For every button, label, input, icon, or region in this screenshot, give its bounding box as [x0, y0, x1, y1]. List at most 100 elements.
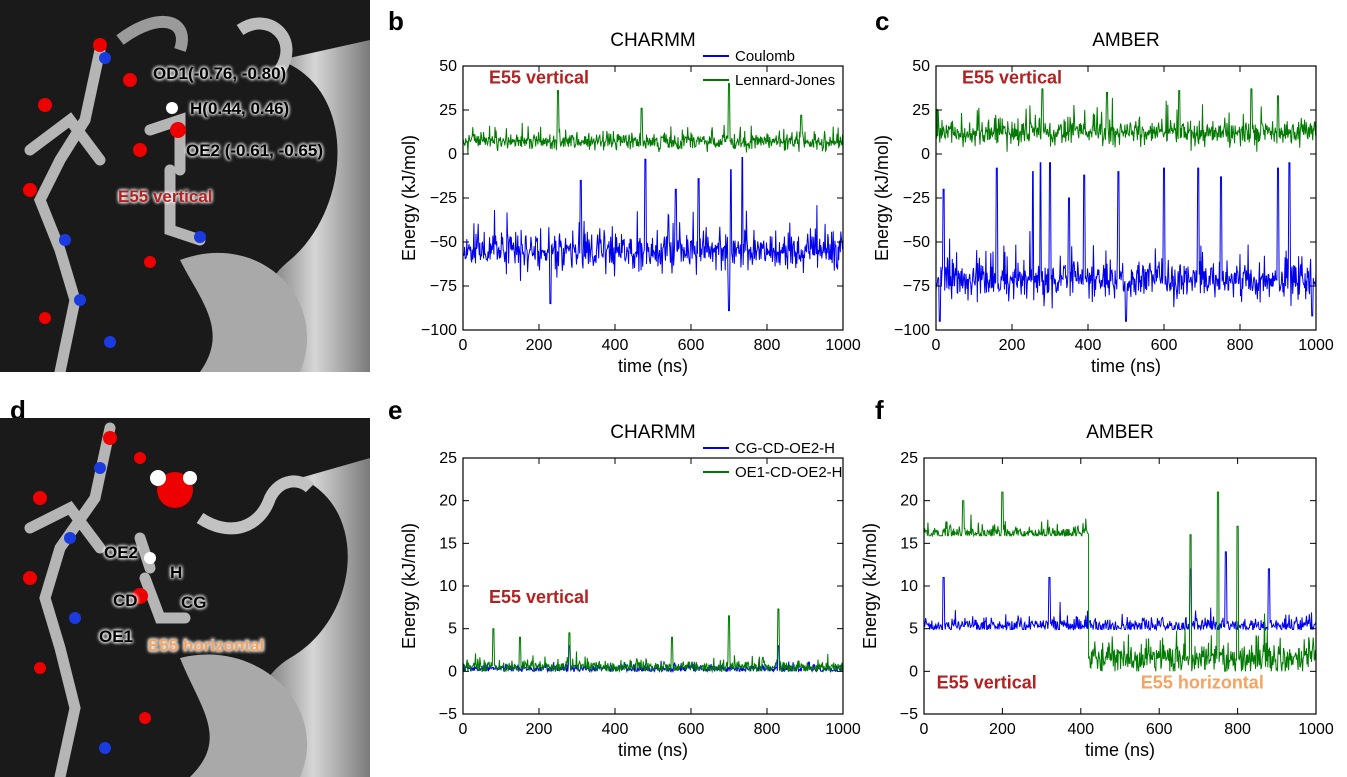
annotation-e55-vertical: E55 vertical [489, 587, 589, 607]
legend-label: CG-CD-OE2-H [735, 440, 835, 457]
x-tick-label: 400 [602, 721, 629, 738]
residue-label-e55-horizontal-d: E55 horizontal [148, 636, 265, 655]
atom-label-od1: OD1(-0.76, -0.80) [153, 64, 287, 83]
x-axis-label: time (ns) [1085, 740, 1155, 760]
series-line-green [935, 88, 1317, 152]
series-line-blue [935, 162, 1317, 322]
x-tick-label: 0 [920, 721, 929, 738]
y-tick-label: 50 [439, 58, 457, 75]
annotation-e55-horizontal: E55 horizontal [1141, 672, 1264, 692]
x-tick-label: 1000 [1298, 337, 1334, 354]
y-tick-label: 25 [900, 450, 918, 467]
y-tick-label: 20 [900, 493, 918, 510]
y-tick-label: 25 [439, 102, 457, 119]
y-tick-label: −25 [430, 190, 457, 207]
annotation-e55-vertical: E55 vertical [937, 672, 1037, 692]
atom-label-h-d: H [170, 563, 183, 582]
y-tick-label: 15 [900, 535, 918, 552]
x-tick-label: 400 [1067, 721, 1094, 738]
y-tick-label: 10 [439, 578, 457, 595]
chart-title: AMBER [1092, 30, 1160, 51]
legend-label: Lennard-Jones [735, 72, 835, 89]
panel-letter-f: f [875, 395, 884, 425]
protein-structure-a [23, 16, 370, 372]
y-tick-label: 10 [900, 578, 918, 595]
chart-title: CHARMM [610, 422, 696, 443]
y-tick-label: −75 [430, 278, 457, 295]
x-tick-label: 800 [754, 721, 781, 738]
y-tick-label: 0 [921, 146, 930, 163]
y-tick-label: 5 [448, 621, 457, 638]
annotation-e55-vertical: E55 vertical [962, 68, 1062, 88]
series-line-green [462, 83, 844, 154]
y-tick-label: 15 [439, 535, 457, 552]
x-tick-label: 800 [754, 337, 781, 354]
atom-label-h: H(0.44, 0.46) [190, 99, 290, 118]
x-tick-label: 0 [459, 721, 468, 738]
legend-label: OE1-CD-OE2-H [735, 464, 843, 481]
y-tick-label: 20 [439, 493, 457, 510]
x-tick-label: 200 [999, 337, 1026, 354]
y-axis-label: Energy (kJ/mol) [399, 135, 419, 261]
y-tick-label: 50 [912, 58, 930, 75]
y-tick-label: −5 [900, 706, 918, 723]
y-tick-label: 0 [448, 146, 457, 163]
plot-frame [462, 457, 844, 715]
x-axis-label: time (ns) [1091, 356, 1161, 376]
y-tick-label: 5 [909, 621, 918, 638]
x-tick-label: 600 [1146, 721, 1173, 738]
x-tick-label: 400 [602, 337, 629, 354]
x-tick-label: 400 [1075, 337, 1102, 354]
plot-frame [462, 65, 844, 331]
y-tick-label: −50 [903, 234, 930, 251]
x-axis-label: time (ns) [618, 740, 688, 760]
series-line-blue [923, 551, 1317, 632]
x-tick-label: 1000 [825, 337, 861, 354]
y-tick-label: −50 [430, 234, 457, 251]
residue-label-e55-vertical-a: E55 vertical [118, 187, 213, 206]
x-tick-label: 1000 [825, 721, 861, 738]
panel-letter-d: d [10, 395, 26, 425]
chart-title: AMBER [1086, 422, 1154, 443]
atom-label-oe2: OE2 (-0.61, -0.65) [186, 141, 324, 160]
series-line-blue [462, 157, 844, 312]
y-tick-label: −5 [439, 706, 457, 723]
y-tick-label: 25 [439, 450, 457, 467]
atom-label-cd-d: CD [113, 591, 138, 610]
x-tick-label: 200 [526, 721, 553, 738]
chart-title: CHARMM [610, 30, 696, 51]
y-axis-label: Energy (kJ/mol) [872, 135, 892, 261]
molecule-render-d [0, 418, 370, 777]
series-line-green [923, 491, 1317, 672]
y-tick-label: −100 [421, 322, 457, 339]
panel-letter-e: e [388, 395, 403, 425]
chart-charmm-coulomb-lj: 0 200 400 600 800 1000 −100 −75 −50 −25 0 25 50 time … [399, 30, 861, 376]
atom-label-cg-d: CG [181, 593, 207, 612]
x-axis-label: time (ns) [618, 356, 688, 376]
x-tick-label: 800 [1224, 721, 1251, 738]
chart-amber-coulomb-lj: 0 200 400 600 800 1000 −100 −75 −50 −25 0 25 50 time … [872, 30, 1334, 376]
x-tick-label: 600 [678, 337, 705, 354]
panel-letter-c: c [875, 6, 890, 36]
y-axis-label: Energy (kJ/mol) [860, 523, 880, 649]
legend-label: Coulomb [735, 48, 795, 65]
y-axis-label: Energy (kJ/mol) [399, 523, 419, 649]
atom-label-oe2-d: OE2 [104, 543, 139, 562]
x-tick-label: 200 [526, 337, 553, 354]
y-tick-label: 0 [448, 663, 457, 680]
protein-structure-d [23, 422, 370, 777]
x-tick-label: 1000 [1298, 721, 1334, 738]
y-tick-label: −100 [894, 322, 930, 339]
x-tick-label: 0 [459, 337, 468, 354]
y-tick-label: −75 [903, 278, 930, 295]
annotation-e55-vertical: E55 vertical [489, 68, 589, 88]
atom-label-oe1-d: OE1 [99, 627, 134, 646]
y-tick-label: −25 [903, 190, 930, 207]
series-line-green [462, 608, 844, 674]
molecule-render-a [0, 0, 370, 372]
y-tick-label: 0 [909, 663, 918, 680]
y-tick-label: 25 [912, 102, 930, 119]
panel-letter-b: b [388, 6, 404, 36]
